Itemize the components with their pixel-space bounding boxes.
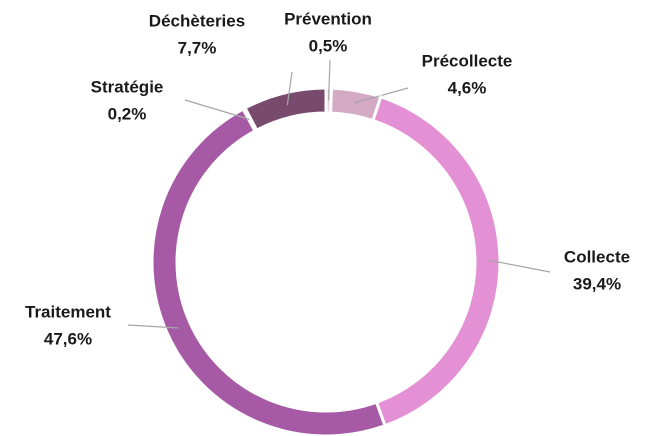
donut-segment	[243, 86, 328, 133]
value-label: 7,7%	[178, 38, 217, 57]
category-label: Traitement	[25, 302, 111, 321]
donut-segment	[371, 94, 502, 428]
category-label: Précollecte	[422, 51, 513, 70]
leader-line	[327, 59, 331, 101]
leader-line	[184, 99, 251, 121]
leader-line	[286, 71, 293, 106]
donut-segment	[150, 106, 387, 436]
category-label: Stratégie	[91, 77, 164, 96]
value-label: 0,2%	[108, 104, 147, 123]
value-label: 39,4%	[573, 274, 621, 293]
value-label: 4,6%	[448, 78, 487, 97]
value-label: 47,6%	[44, 329, 92, 348]
value-label: 0,5%	[309, 36, 348, 55]
category-label: Collecte	[564, 247, 630, 266]
category-label: Déchèteries	[149, 11, 245, 30]
category-label: Prévention	[284, 9, 372, 28]
leader-line	[487, 259, 551, 273]
leader-line	[127, 324, 179, 329]
